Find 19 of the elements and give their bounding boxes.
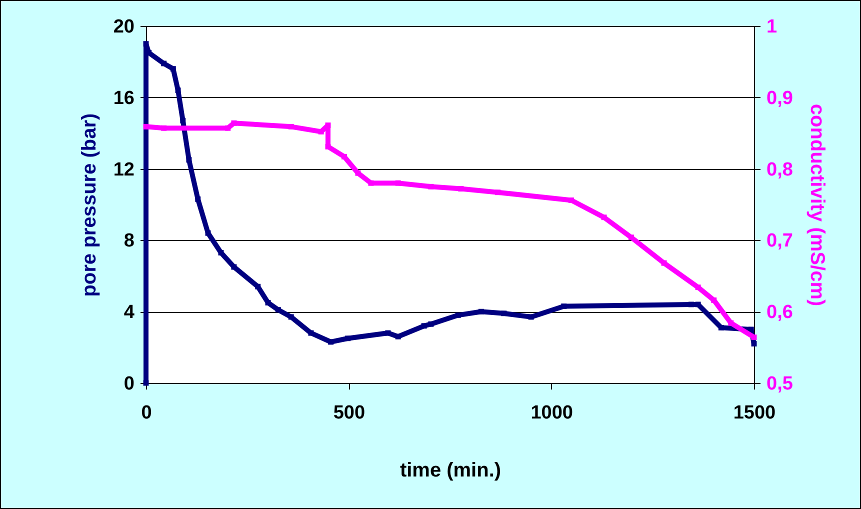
y2-tick-label: 0,8	[766, 159, 793, 180]
y-tick-label: 0	[124, 374, 134, 394]
y-tick-label: 16	[113, 88, 134, 109]
y-tick-label: 8	[124, 230, 134, 252]
y-tick-label: 12	[113, 159, 134, 180]
y2-tick-label: 0,9	[766, 88, 793, 109]
x-tick-label: 500	[333, 402, 366, 424]
y2-tick-label: 0,5	[766, 374, 794, 394]
y2-tick-label: 0,7	[766, 230, 793, 252]
x-tick-label: 1000	[530, 402, 573, 424]
y-axis-title: pore pressure (bar)	[78, 113, 100, 297]
x-tick-label: 0	[141, 402, 152, 424]
y2-tick-label: 1	[766, 16, 778, 38]
y-tick-label: 20	[113, 16, 134, 38]
y2-tick-label: 0,6	[766, 302, 793, 324]
y2-axis-title: conductivity (mS/cm)	[806, 104, 828, 306]
y-tick-label: 4	[124, 302, 135, 324]
x-tick-label: 1500	[733, 402, 776, 424]
x-axis-title: time (min.)	[400, 460, 502, 482]
